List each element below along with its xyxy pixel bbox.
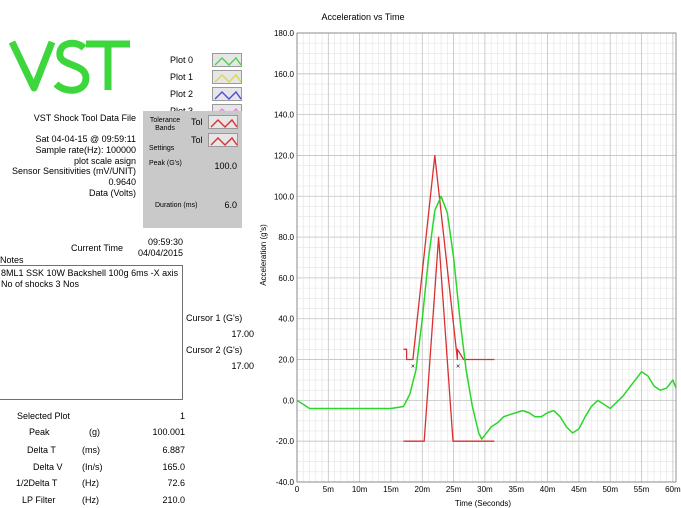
tol2-label: Tol xyxy=(191,135,203,145)
y-tick-label: 0.0 xyxy=(283,396,295,405)
cursor-marker: × xyxy=(456,364,460,371)
legend-plot-0-label: Plot 0 xyxy=(169,55,193,65)
duration-setting-label: Duration (ms) xyxy=(155,202,198,209)
stat-deltat-name: Delta T xyxy=(27,445,56,455)
x-tick-label: 45m xyxy=(571,485,587,494)
cursor-marker: × xyxy=(411,364,415,371)
cursor2-value: 17.00 xyxy=(231,361,254,371)
x-tick-label: 25m xyxy=(446,485,462,494)
cursor1-label: Cursor 1 (G's) xyxy=(186,313,243,323)
x-tick-label: 60m xyxy=(665,485,681,494)
current-clock: 09:59:30 xyxy=(147,237,183,247)
sensor-value: 0.9640 xyxy=(108,177,136,187)
selected-plot-label: Selected Plot xyxy=(17,411,71,421)
plot-0-line xyxy=(296,195,677,440)
stat-deltav-name: Delta V xyxy=(33,462,63,472)
stat-peak-value: 100.001 xyxy=(152,427,185,437)
chart-ticks: 0 5m 10m 15m 20m 25m 30m 35m 40m 45m 50m 55m 60m -40.… xyxy=(274,29,681,494)
y-tick-label: -20.0 xyxy=(276,437,295,446)
cursor1-value: 17.00 xyxy=(231,329,254,339)
stat-halfdeltat-unit: (Hz) xyxy=(82,478,99,488)
x-axis-label: Time (Seconds) xyxy=(455,499,512,508)
stat-lpfilter-unit: (Hz) xyxy=(82,495,99,505)
stat-lpfilter-name: LP Filter xyxy=(22,495,56,505)
current-time-label: Current Time xyxy=(71,243,124,253)
current-date: 04/04/2015 xyxy=(137,248,183,258)
tol2-swatch[interactable] xyxy=(208,133,238,147)
upper-tolerance-line xyxy=(403,154,495,361)
cursor2-label: Cursor 2 (G's) xyxy=(186,345,243,355)
legend-plot-2[interactable]: Plot 2 xyxy=(150,87,245,102)
y-tick-label: 180.0 xyxy=(274,29,295,38)
data-units: Data (Volts) xyxy=(88,188,136,198)
peak-setting-value[interactable]: 100.0 xyxy=(214,161,237,171)
x-tick-label: 35m xyxy=(508,485,524,494)
y-tick-label: 100.0 xyxy=(274,192,295,201)
stat-deltav-unit: (In/s) xyxy=(82,462,103,472)
stat-deltat-unit: (ms) xyxy=(82,445,100,455)
stat-deltat-value: 6.887 xyxy=(162,445,185,455)
file-title: VST Shock Tool Data File xyxy=(33,113,136,123)
legend-plot-0-swatch[interactable] xyxy=(212,53,242,67)
x-tick-label: 40m xyxy=(540,485,556,494)
y-tick-label: 160.0 xyxy=(274,70,295,79)
legend-plot-0[interactable]: Plot 0 xyxy=(150,53,245,68)
legend-plot-2-label: Plot 2 xyxy=(169,89,193,99)
stat-deltav-value: 165.0 xyxy=(162,462,185,472)
x-tick-label: 20m xyxy=(415,485,431,494)
plot-area-border xyxy=(296,32,677,483)
chart-lines: × × xyxy=(296,154,677,442)
selected-plot-value[interactable]: 1 xyxy=(179,411,185,421)
x-tick-label: 50m xyxy=(602,485,618,494)
sensor-label: Sensor Sensitivities (mV/UNIT) xyxy=(11,166,136,176)
duration-setting-value[interactable]: 6.0 xyxy=(224,200,237,210)
legend-plot-2-swatch[interactable] xyxy=(212,87,242,101)
x-tick-label: 10m xyxy=(352,485,368,494)
acceleration-chart[interactable]: Acceleration vs Time 0 5m 10m 15m 20m 25m 30m 3… xyxy=(250,0,681,508)
notes-label: Notes xyxy=(0,255,24,265)
notes-text: 8ML1 SSK 10W Backshell 100g 6ms -X axis … xyxy=(1,268,179,289)
legend-plot-1[interactable]: Plot 1 xyxy=(150,70,245,85)
y-tick-label: 140.0 xyxy=(274,111,295,120)
peak-setting-label: Peak (G's) xyxy=(149,160,182,167)
plot-scale-text: plot scale asign xyxy=(73,156,136,166)
tolerance-bands-label: Tolerance Bands xyxy=(149,117,181,132)
stat-peak-unit: (g) xyxy=(89,427,100,437)
notes-textbox[interactable]: 8ML1 SSK 10W Backshell 100g 6ms -X axis … xyxy=(0,265,183,400)
y-tick-label: 40.0 xyxy=(278,315,294,324)
legend-plot-1-label: Plot 1 xyxy=(169,72,193,82)
x-tick-label: 55m xyxy=(634,485,650,494)
stat-lpfilter-value: 210.0 xyxy=(162,495,185,505)
chart-title: Acceleration vs Time xyxy=(321,12,404,22)
stat-halfdeltat-name: 1/2Delta T xyxy=(16,478,58,488)
y-tick-label: 80.0 xyxy=(278,233,294,242)
tol1-label: Tol xyxy=(191,117,203,127)
vst-logo xyxy=(8,39,130,94)
x-tick-label: 15m xyxy=(383,485,399,494)
sample-rate-text: Sample rate(Hz): 100000 xyxy=(35,145,136,155)
y-tick-label: 120.0 xyxy=(274,151,295,160)
tolerance-panel: Tolerance Bands Tol Tol Settings Peak (G… xyxy=(143,111,242,228)
settings-label: Settings xyxy=(149,145,175,152)
tol1-swatch[interactable] xyxy=(208,115,238,129)
y-axis-label: Acceleration (g's) xyxy=(259,224,268,286)
chart-grid xyxy=(296,32,677,483)
x-tick-label: 5m xyxy=(323,485,334,494)
legend-plot-1-swatch[interactable] xyxy=(212,70,242,84)
stat-peak-name: Peak xyxy=(29,427,50,437)
y-tick-label: 60.0 xyxy=(278,274,294,283)
lower-tolerance-line xyxy=(403,236,495,442)
x-tick-label: 30m xyxy=(477,485,493,494)
y-tick-label: 20.0 xyxy=(278,356,294,365)
datetime-text: Sat 04-04-15 @ 09:59:11 xyxy=(35,134,136,144)
y-tick-label: -40.0 xyxy=(276,478,295,487)
x-tick-label: 0 xyxy=(295,485,300,494)
stat-halfdeltat-value: 72.6 xyxy=(167,478,185,488)
